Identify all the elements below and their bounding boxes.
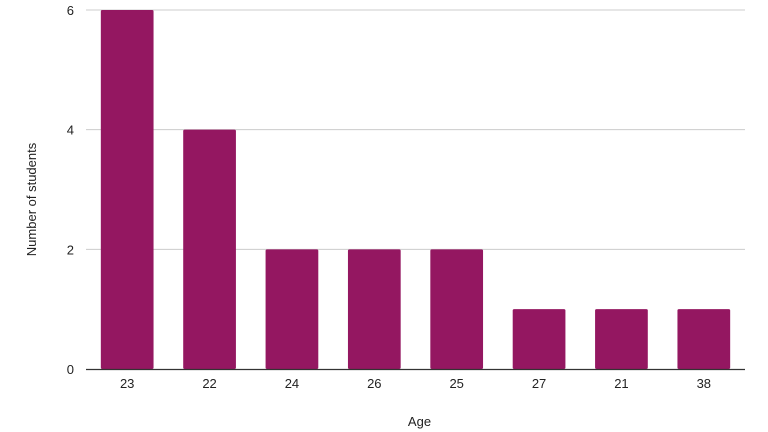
x-tick-label: 25 [449, 376, 463, 391]
bar-23 [100, 10, 154, 369]
y-axis-title: Number of students [24, 142, 39, 256]
x-tick-label: 27 [532, 376, 546, 391]
x-tick-label: 26 [367, 376, 381, 391]
bar-26 [347, 249, 401, 369]
x-axis-title: Age [408, 414, 431, 429]
y-tick-label: 2 [67, 242, 74, 257]
bar-38 [677, 309, 731, 369]
bar-27 [512, 309, 566, 369]
y-tick-label: 4 [67, 123, 74, 138]
bar-25 [430, 249, 484, 369]
x-tick-label: 21 [614, 376, 628, 391]
x-tick-label: 24 [285, 376, 299, 391]
x-tick-label: 38 [697, 376, 711, 391]
bar-24 [265, 249, 319, 369]
y-tick-label: 6 [67, 3, 74, 18]
bar-21 [595, 309, 648, 369]
bars [100, 10, 731, 369]
bar-22 [183, 129, 236, 369]
y-tick-label: 0 [67, 362, 74, 377]
x-tick-label: 23 [120, 376, 134, 391]
x-tick-label: 22 [202, 376, 216, 391]
